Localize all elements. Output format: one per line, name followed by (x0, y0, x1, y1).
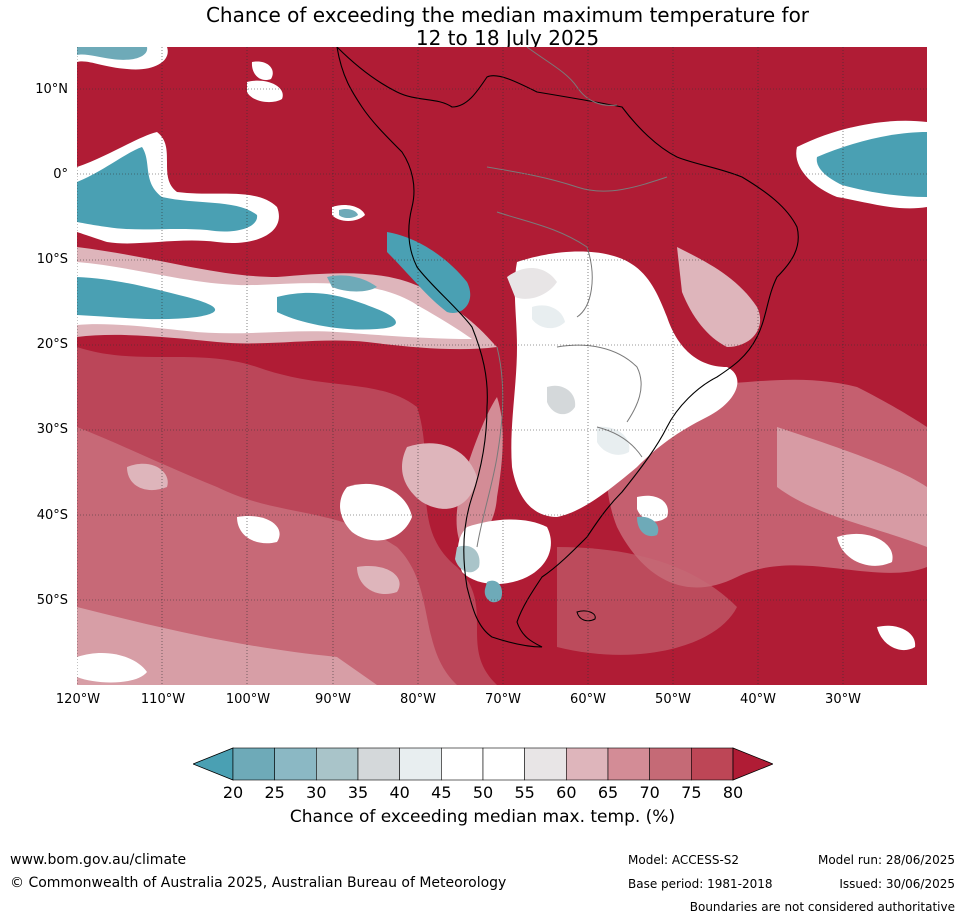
colorbar-segment (357, 747, 400, 781)
colorbar-tick-label: 60 (556, 783, 577, 802)
colorbar-low-extend (193, 747, 234, 781)
model-text: Model: ACCESS-S2 (628, 853, 740, 867)
lon-label-80w: 80°W (400, 692, 436, 707)
colorbar-tick-label: 25 (264, 783, 285, 802)
map-title: Chance of exceeding the median maximum t… (0, 4, 965, 50)
lon-label-50w: 50°W (655, 692, 691, 707)
colorbar-tick-label: 70 (639, 783, 660, 802)
lon-label-90w: 90°W (315, 692, 351, 707)
colorbar-tick-label: 55 (514, 783, 535, 802)
colorbar-tick-label: 80 (722, 783, 744, 802)
base-period-text: Base period: 1981-2018 (628, 877, 773, 891)
colorbar-segment (566, 747, 609, 781)
lon-label-120w: 120°W (55, 692, 101, 707)
graticule (77, 47, 927, 685)
map-canvas (77, 47, 927, 685)
model-run-text: Model run: 28/06/2025 (817, 853, 955, 867)
colorbar-tick-label: 20 (222, 783, 244, 802)
lat-label-30s: 30°S (36, 422, 68, 437)
lat-label-0: 0° (53, 167, 68, 182)
colorbar-tick-label: 45 (431, 783, 452, 802)
colorbar-tick-label: 75 (681, 783, 702, 802)
disclaimer-text: Boundaries are not considered authoritat… (689, 900, 955, 914)
colorbar-label: Chance of exceeding median max. temp. (%… (289, 807, 676, 827)
colorbar-tick-label: 50 (472, 783, 494, 802)
colorbar-segment (524, 747, 567, 781)
lon-label-70w: 70°W (485, 692, 521, 707)
colorbar-segment (649, 747, 692, 781)
lat-label-10s: 10°S (36, 252, 68, 267)
colorbar-tick-label: 40 (389, 783, 410, 802)
lat-label-50s: 50°S (36, 593, 68, 608)
colorbar-segment (274, 747, 317, 781)
colorbar-tick-label: 35 (347, 783, 369, 802)
coastline (336, 47, 799, 648)
colorbar-segment (691, 747, 734, 781)
lon-label-110w: 110°W (140, 692, 186, 707)
lon-label-30w: 30°W (825, 692, 861, 707)
lat-label-40s: 40°S (36, 508, 68, 523)
copyright-text: © Commonwealth of Australia 2025, Austra… (10, 875, 507, 891)
title-line-1: Chance of exceeding the median maximum t… (205, 3, 810, 27)
colorbar-segment (232, 747, 275, 781)
colorbar-tick-label: 65 (597, 783, 619, 802)
title-line-2: 12 to 18 July 2025 (415, 26, 600, 50)
lon-label-100w: 100°W (225, 692, 271, 707)
colorbar-segment (482, 747, 525, 781)
issued-text: Issued: 30/06/2025 (839, 877, 955, 891)
lon-label-60w: 60°W (570, 692, 606, 707)
lon-label-40w: 40°W (740, 692, 776, 707)
colorbar-tick-label: 30 (306, 783, 327, 802)
colorbar (193, 747, 773, 781)
colorbar-segments (232, 747, 734, 781)
website-text: www.bom.gov.au/climate (10, 852, 187, 868)
colorbar-high-extend (732, 747, 773, 781)
lat-label-10n: 10°N (35, 82, 68, 97)
colorbar-segment (399, 747, 442, 781)
lat-label-20s: 20°S (36, 337, 68, 352)
forecast-map (77, 47, 927, 685)
colorbar-segment (441, 747, 484, 781)
colorbar-segment (316, 747, 359, 781)
colorbar-segment (607, 747, 650, 781)
